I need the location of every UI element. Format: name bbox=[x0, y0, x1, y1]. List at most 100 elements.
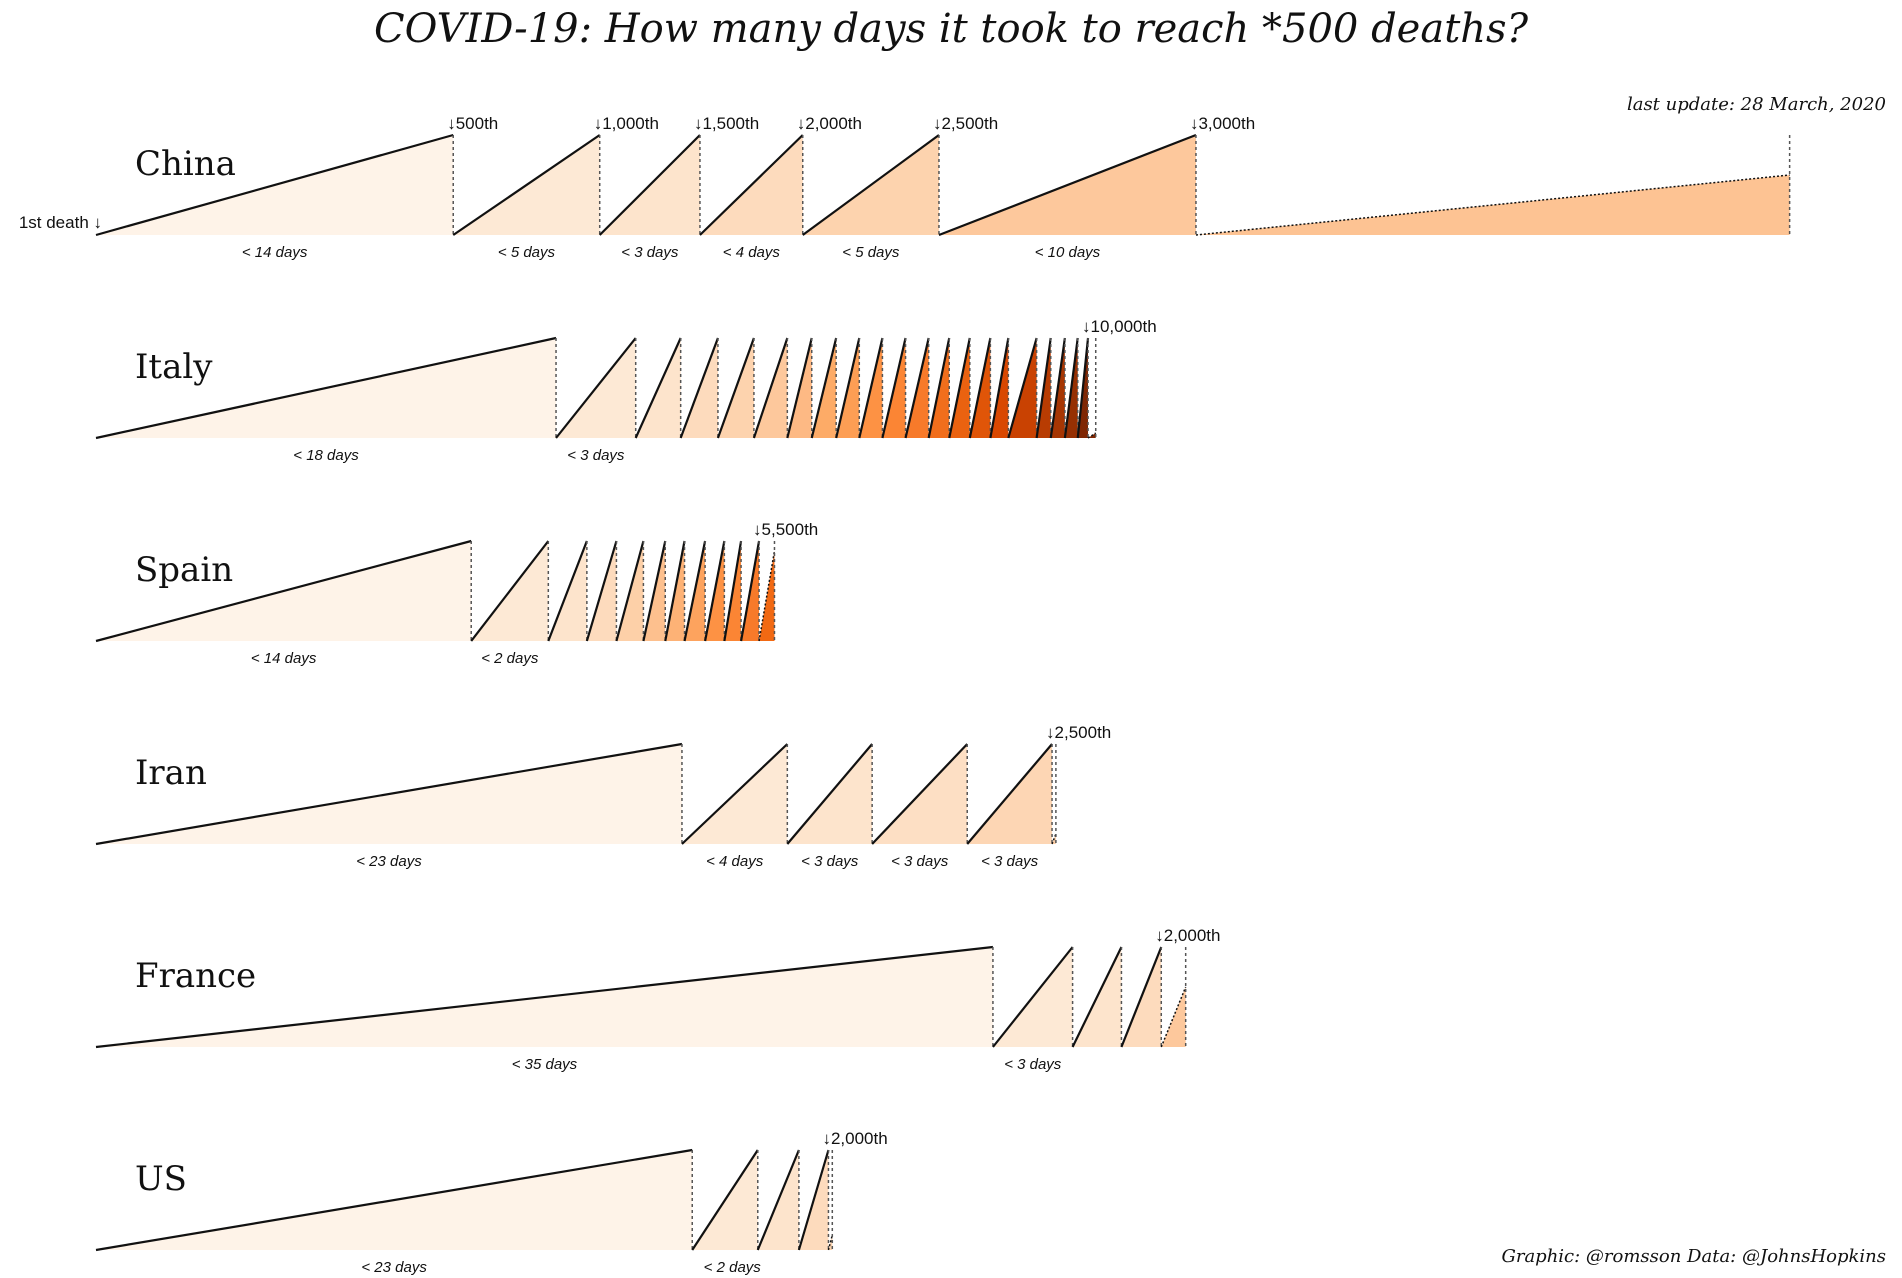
segment-slope bbox=[1063, 337, 1079, 439]
segment-slope bbox=[989, 337, 1010, 439]
segment-slope bbox=[691, 1149, 759, 1251]
segment-slope bbox=[927, 337, 951, 439]
segment-slope bbox=[739, 540, 761, 642]
milestone-label: ↓2,500th bbox=[933, 114, 998, 133]
segment-slope bbox=[948, 337, 971, 439]
segment-days-label: < 10 days bbox=[1035, 244, 1101, 261]
segment-slope bbox=[797, 1149, 830, 1251]
segment-slope bbox=[802, 134, 940, 236]
segment-slope bbox=[904, 337, 930, 439]
segment-days-label: < 3 days bbox=[567, 447, 625, 464]
segment-slope bbox=[938, 133, 1197, 237]
milestone-label: ↓2,000th bbox=[822, 1129, 887, 1148]
segment-slope bbox=[95, 1148, 693, 1252]
country-name: Italy bbox=[135, 347, 213, 387]
chart-title: COVID-19: How many days it took to reach… bbox=[374, 6, 1529, 52]
segment-days-label: < 5 days bbox=[842, 244, 900, 261]
segment-slope bbox=[1120, 946, 1163, 1048]
segment-days-label: < 35 days bbox=[512, 1056, 578, 1073]
milestone-label: ↓1,000th bbox=[594, 114, 659, 133]
segment-days-label: < 3 days bbox=[981, 853, 1039, 870]
segment-days-label: < 3 days bbox=[621, 244, 679, 261]
segment-slope bbox=[95, 945, 994, 1049]
segment-slope bbox=[858, 337, 884, 439]
segment-slope bbox=[827, 1234, 834, 1251]
milestone-label: ↓2,500th bbox=[1046, 723, 1111, 742]
segment-days-label: < 18 days bbox=[293, 447, 359, 464]
segment-slope bbox=[871, 743, 969, 845]
segment-slope bbox=[1076, 337, 1090, 439]
segment-days-label: < 23 days bbox=[361, 1259, 427, 1276]
segment-slope bbox=[642, 540, 667, 642]
segment-slope bbox=[1087, 432, 1097, 439]
credit: Graphic: @romsson Data: @JohnsHopkins bbox=[1501, 1246, 1886, 1267]
segment-slope bbox=[1035, 337, 1052, 439]
segment-slope bbox=[615, 540, 645, 642]
country-row-china: China < 14 days ↓500th < 5 days ↓1,000th < 3 … bbox=[95, 114, 1791, 261]
segment-slope bbox=[881, 337, 907, 439]
country-name: US bbox=[135, 1159, 187, 1199]
segment-slope bbox=[555, 337, 637, 439]
segment-area bbox=[828, 1235, 833, 1250]
segment-days-label: < 2 days bbox=[704, 1259, 762, 1276]
segment-slope bbox=[786, 743, 873, 845]
country-row-spain: Spain < 14 days < 2 days ↓5,500th bbox=[95, 520, 818, 667]
country-name: France bbox=[135, 956, 256, 996]
segment-days-label: < 3 days bbox=[891, 853, 949, 870]
country-row-italy: Italy < 18 days < 3 days ↓10,000th bbox=[95, 317, 1157, 464]
milestone-label: ↓5,500th bbox=[753, 520, 818, 539]
segment-days-label: < 5 days bbox=[498, 244, 556, 261]
country-row-france: France < 35 days < 3 days ↓2,000th bbox=[95, 926, 1220, 1073]
segment-days-label: < 14 days bbox=[251, 650, 317, 667]
country-name: Iran bbox=[135, 753, 207, 793]
segment-days-label: < 14 days bbox=[242, 244, 308, 261]
segment-days-label: < 23 days bbox=[356, 853, 422, 870]
milestone-label: ↓2,000th bbox=[1155, 926, 1220, 945]
segment-slope bbox=[95, 133, 454, 237]
milestone-label: ↓1,500th bbox=[694, 114, 759, 133]
segment-slope bbox=[681, 743, 789, 845]
segment-slope bbox=[966, 743, 1053, 845]
segment-days-label: < 4 days bbox=[706, 853, 764, 870]
segment-slope bbox=[634, 337, 682, 439]
country-name: China bbox=[135, 144, 236, 184]
segment-slope bbox=[786, 337, 813, 439]
segment-slope bbox=[547, 540, 588, 642]
segment-slope bbox=[1049, 337, 1066, 439]
segment-slope bbox=[598, 134, 701, 236]
segment-slope bbox=[1007, 337, 1038, 439]
last-update: last update: 28 March, 2020 bbox=[1627, 94, 1886, 115]
country-name: Spain bbox=[135, 550, 233, 590]
segment-slope bbox=[992, 946, 1074, 1048]
segment-slope bbox=[1160, 986, 1187, 1048]
segment-slope bbox=[470, 540, 550, 642]
segment-days-label: < 2 days bbox=[481, 650, 539, 667]
segment-slope bbox=[968, 337, 992, 439]
segment-days-label: < 4 days bbox=[723, 244, 781, 261]
segment-slope bbox=[699, 134, 804, 236]
segment-slope bbox=[664, 540, 686, 642]
segment-slope bbox=[683, 540, 707, 642]
country-row-us: US < 23 days < 2 days ↓2,000th bbox=[95, 1129, 888, 1276]
segment-slope bbox=[1071, 946, 1123, 1048]
segment-slope bbox=[752, 337, 789, 439]
country-row-iran: Iran < 23 days < 4 days < 3 days < 3 days < 3… bbox=[95, 723, 1111, 870]
milestone-label: ↓2,000th bbox=[797, 114, 862, 133]
segment-slope bbox=[95, 539, 472, 643]
segment-slope bbox=[95, 742, 683, 846]
segment-slope bbox=[95, 336, 557, 440]
segment-area bbox=[1195, 175, 1790, 235]
segment-days-label: < 3 days bbox=[1004, 1056, 1062, 1073]
milestone-label: ↓3,000th bbox=[1190, 114, 1255, 133]
milestone-label: ↓500th bbox=[447, 114, 498, 133]
segment-slope bbox=[704, 540, 726, 642]
segment-slope bbox=[758, 550, 776, 642]
segment-slope bbox=[585, 540, 618, 642]
milestone-label: ↓10,000th bbox=[1082, 317, 1157, 336]
segment-slope bbox=[679, 337, 719, 439]
segment-days-label: < 3 days bbox=[801, 853, 859, 870]
segment-slope bbox=[452, 134, 601, 236]
segment-slope bbox=[716, 337, 755, 439]
first-death-label: 1st death ↓ bbox=[19, 213, 102, 232]
